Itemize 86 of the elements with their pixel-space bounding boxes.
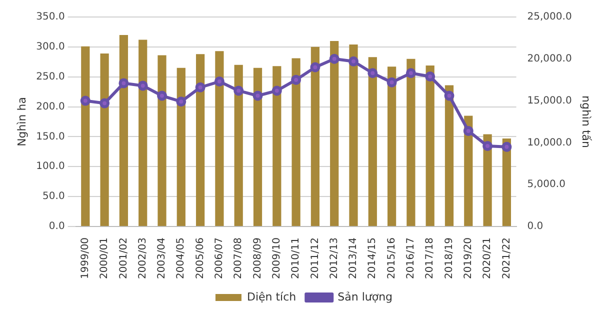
bar xyxy=(119,34,128,226)
legend-label: Diện tích xyxy=(246,290,296,304)
point xyxy=(444,90,454,101)
y2-tick-label: 0.0 xyxy=(527,221,544,232)
x-tick-label: 2014/15 xyxy=(367,237,378,280)
y2-tick-label: 5,000.0 xyxy=(527,179,566,190)
y-tick-label: 50.0 xyxy=(42,191,65,202)
y-tick-label: 300.0 xyxy=(36,42,65,53)
point xyxy=(386,77,397,88)
y2-tick-label: 15,000.0 xyxy=(527,95,572,106)
y-tick-label: 350.0 xyxy=(36,12,65,23)
bar xyxy=(444,85,454,226)
y-tick-label: 100.0 xyxy=(36,161,65,172)
x-tick-label: 2007/08 xyxy=(233,237,244,280)
legend-label: Sản lượng xyxy=(338,290,393,304)
x-tick-label: 2005/06 xyxy=(194,237,206,280)
x-tick-label: 2015/16 xyxy=(386,237,398,280)
x-tick-label: 2019/20 xyxy=(462,237,474,280)
point xyxy=(463,126,474,136)
y2-tick-label: 25,000.0 xyxy=(527,12,572,23)
point xyxy=(482,141,493,152)
point xyxy=(406,68,416,78)
bar xyxy=(158,55,166,226)
point xyxy=(195,82,206,92)
x-tick-label: 2011/12 xyxy=(310,237,321,280)
bar xyxy=(330,40,339,226)
x-tick-label: 2003/04 xyxy=(156,237,168,280)
point xyxy=(118,78,129,88)
x-tick-label: 2020/21 xyxy=(482,237,494,280)
bar xyxy=(464,116,473,226)
bar xyxy=(349,44,358,226)
bar xyxy=(215,51,224,226)
x-tick-label: 2017/18 xyxy=(424,237,436,280)
point xyxy=(348,56,358,66)
y-tick-label: 250.0 xyxy=(36,71,65,82)
point xyxy=(138,80,148,91)
x-tick-label: 2018/19 xyxy=(444,237,455,280)
x-tick-label: 2012/13 xyxy=(328,237,340,280)
bar xyxy=(406,58,416,226)
bar xyxy=(310,46,320,226)
point xyxy=(272,86,282,96)
bar xyxy=(272,66,282,226)
y-tick-label: 200.0 xyxy=(36,101,65,112)
y2-axis-title: nghìn tấn xyxy=(580,95,593,148)
bar xyxy=(100,54,109,226)
point xyxy=(100,98,110,108)
bar xyxy=(196,54,205,226)
x-tick-label: 2009/10 xyxy=(271,237,282,280)
y-axis-title: Nghìn ha xyxy=(15,97,28,146)
bar xyxy=(368,57,377,226)
x-tick-label: 1999/00 xyxy=(80,237,91,280)
point xyxy=(368,68,378,78)
point xyxy=(176,96,186,107)
bar xyxy=(292,58,300,226)
x-tick-label: 2004/05 xyxy=(176,237,187,280)
point xyxy=(310,62,320,72)
x-tick-label: 2000/01 xyxy=(99,237,110,280)
x-tick-label: 2013/14 xyxy=(348,237,360,280)
bar xyxy=(234,64,243,226)
y-tick-label: 150.0 xyxy=(36,131,65,142)
point xyxy=(291,74,302,85)
point xyxy=(502,142,512,152)
x-tick-label: 2002/03 xyxy=(137,237,148,280)
point xyxy=(80,96,90,106)
bar xyxy=(138,40,148,226)
y2-tick-label: 10,000.0 xyxy=(527,137,572,148)
x-tick-label: 2001/02 xyxy=(118,237,130,280)
bar xyxy=(176,68,186,226)
y-tick-label: 0.0 xyxy=(48,221,65,232)
point xyxy=(234,86,244,96)
x-tick-label: 2006/07 xyxy=(214,237,226,280)
y2-tick-label: 20,000.0 xyxy=(527,53,572,64)
bar xyxy=(81,46,90,226)
bar xyxy=(253,68,262,226)
bar xyxy=(483,134,492,226)
x-tick-label: 2010/11 xyxy=(290,237,302,280)
x-tick-label: 2016/17 xyxy=(406,237,417,280)
x-tick-label: 2008/09 xyxy=(252,237,264,280)
point xyxy=(157,90,167,101)
bar xyxy=(426,65,434,226)
point xyxy=(214,76,224,87)
point xyxy=(329,54,340,64)
point xyxy=(252,90,263,101)
point xyxy=(425,71,436,82)
x-tick-label: 2021/22 xyxy=(501,237,512,280)
bar xyxy=(387,66,396,226)
